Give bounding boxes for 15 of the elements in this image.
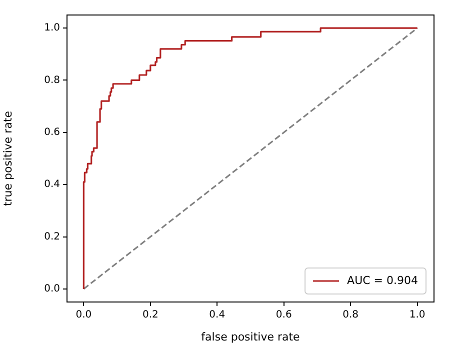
- x-tick-label: 0.4: [209, 310, 226, 321]
- x-tick-label: 1.0: [409, 310, 426, 321]
- y-tick-label: 0.6: [44, 127, 60, 138]
- x-tick-label: 0.0: [76, 310, 92, 321]
- y-tick-label: 0.4: [44, 179, 60, 190]
- y-tick-label: 0.0: [44, 284, 60, 295]
- x-axis-title: false positive rate: [201, 330, 300, 344]
- y-tick-label: 0.8: [44, 74, 60, 86]
- y-tick-label: 1.0: [44, 22, 60, 34]
- legend-label: AUC = 0.904: [347, 274, 418, 287]
- y-axis-title: true positive rate: [1, 110, 14, 206]
- x-tick-label: 0.6: [276, 310, 292, 321]
- x-tick-label: 0.2: [142, 310, 158, 321]
- x-tick-label: 0.8: [342, 310, 359, 321]
- y-tick-label: 0.2: [44, 231, 60, 242]
